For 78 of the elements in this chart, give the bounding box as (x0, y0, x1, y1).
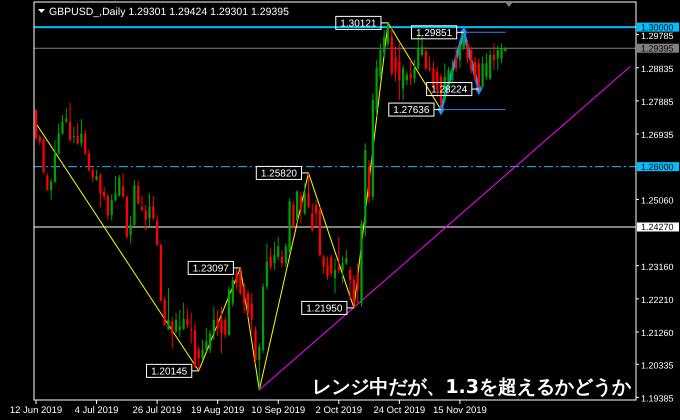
y-tick-label: 1.21260 (641, 328, 674, 338)
candlestick (224, 316, 226, 339)
candlestick (345, 250, 348, 266)
candlestick (489, 50, 492, 81)
ref-line-label: 1.24270 (641, 222, 674, 232)
candlestick (349, 266, 352, 300)
candlestick (478, 58, 480, 90)
candlestick (72, 126, 75, 144)
data-label: 1.25820 (260, 168, 298, 180)
candlestick (496, 44, 499, 71)
candlestick (216, 310, 219, 338)
data-label: 1.27636 (393, 105, 430, 116)
candlestick (171, 316, 174, 349)
candlestick (152, 195, 154, 221)
candlestick (330, 254, 332, 278)
x-tick-label: 2 Oct 2019 (316, 405, 362, 416)
candlestick (292, 201, 295, 229)
candlestick (129, 215, 132, 244)
candlestick (110, 194, 113, 222)
candlestick (65, 108, 68, 124)
y-tick-label: 1.27885 (641, 97, 674, 108)
ref-line-label: 1.26000 (641, 162, 674, 172)
candlestick (300, 191, 302, 224)
x-tick-label: 12 Jun 2019 (10, 405, 62, 416)
candlestick (304, 182, 306, 216)
candlestick (92, 166, 94, 182)
candlestick (46, 172, 48, 192)
candlestick (144, 204, 147, 231)
candlestick (424, 46, 427, 71)
candlestick (137, 180, 140, 206)
candlestick (307, 172, 310, 209)
candlestick (205, 328, 208, 352)
y-tick-label: 1.19385 (641, 394, 674, 404)
x-tick-label: 10 Sep 2019 (251, 405, 306, 416)
candlestick (84, 130, 86, 156)
ref-line-label: 1.29395 (641, 43, 674, 54)
candlestick (398, 43, 400, 101)
data-label: 1.23097 (192, 263, 230, 274)
y-tick-label: 1.29785 (641, 30, 674, 41)
ref-line-label: 1.30000 (641, 22, 674, 32)
x-tick-label: 19 Aug 2019 (190, 405, 244, 416)
candlestick (190, 312, 192, 344)
y-tick-label: 1.26935 (641, 130, 674, 140)
candlestick (270, 248, 272, 270)
data-label: 1.21950 (306, 303, 343, 314)
candlestick (95, 170, 98, 182)
candlestick (99, 172, 102, 208)
x-tick-label: 24 Oct 2019 (373, 405, 426, 416)
candlestick (277, 236, 280, 261)
candlestick (451, 59, 454, 84)
candlestick (356, 262, 359, 304)
x-tick-label: 15 Nov 2019 (432, 405, 487, 416)
chart-title: GBPUSD_,Daily 1.29301 1.29424 1.29301 1.29395 (49, 6, 290, 18)
candlestick (76, 122, 79, 146)
y-tick-label: 1.20335 (641, 360, 674, 370)
candlestick (58, 122, 60, 156)
data-label: 1.29851 (416, 28, 453, 39)
x-tick-label: 4 Jul 2019 (74, 405, 118, 416)
candlestick (417, 34, 420, 71)
candlestick (280, 250, 284, 268)
data-label: 1.20145 (151, 366, 188, 378)
candlestick (492, 43, 496, 71)
candlestick (410, 59, 412, 86)
candlestick (250, 292, 253, 334)
y-tick-label: 1.22210 (641, 294, 674, 305)
candlestick (311, 202, 314, 232)
candlestick (322, 254, 325, 274)
candlestick (338, 236, 340, 274)
y-tick-label: 1.25060 (641, 196, 674, 206)
y-tick-label: 1.23160 (641, 262, 674, 272)
x-tick-label: 26 Jul 2019 (132, 405, 182, 416)
candlestick (50, 178, 52, 200)
candlestick (118, 174, 120, 198)
candlestick (402, 64, 404, 101)
y-tick-label: 1.28835 (641, 64, 674, 74)
candlestick (80, 118, 83, 148)
candlestick (178, 310, 181, 338)
annotation: レンジ中だが、1.3を超えるかどうか (312, 376, 632, 398)
